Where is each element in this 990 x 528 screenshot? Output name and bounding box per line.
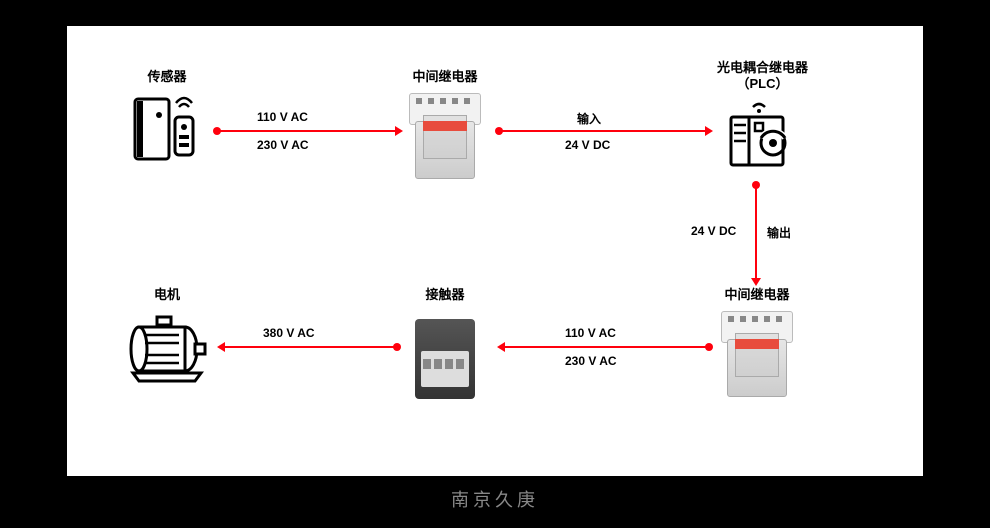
arrow-sensor-relay1-label2: 230 V AC (257, 138, 309, 152)
arrow-relay1-plc-label2: 24 V DC (565, 138, 610, 152)
node-relay2: 中间继电器 (717, 284, 797, 399)
arrow-relay2-contactor-label1: 110 V AC (565, 326, 616, 340)
node-sensor-label: 传感器 (147, 66, 186, 85)
arrow-plc-relay2-label1: 24 V DC (691, 224, 736, 238)
arrow-relay1-plc (499, 130, 707, 132)
arrow-contactor-motor-label1: 380 V AC (263, 326, 315, 340)
relay-icon (405, 91, 485, 181)
node-motor: 电机 (127, 284, 207, 389)
node-contactor-label: 接触器 (425, 284, 464, 303)
node-relay1-label: 中间继电器 (412, 66, 477, 85)
node-plc-label: 光电耦合继电器 （PLC） (717, 60, 808, 91)
node-sensor: 传感器 (127, 66, 207, 171)
arrow-relay2-contactor-label2: 230 V AC (565, 354, 617, 368)
arrow-relay1-plc-label1: 输入 (577, 110, 601, 127)
arrow-contactor-motor (223, 346, 397, 348)
node-motor-label: 电机 (154, 284, 180, 303)
node-contactor: 接触器 (405, 284, 485, 409)
watermark-text: 南京久庚 (451, 486, 539, 512)
contactor-icon (405, 309, 485, 409)
sensor-icon (127, 91, 207, 171)
node-relay1: 中间继电器 (405, 66, 485, 181)
arrow-sensor-relay1-label1: 110 V AC (257, 110, 308, 124)
plc-icon (723, 97, 803, 177)
relay-icon (717, 309, 797, 399)
diagram-canvas: 传感器 中间继电器 光电耦合继电器 （PLC） (67, 26, 923, 476)
arrow-sensor-relay1 (217, 130, 397, 132)
arrow-plc-relay2-label2: 输出 (767, 224, 791, 241)
arrow-relay2-contactor (503, 346, 709, 348)
node-plc: 光电耦合继电器 （PLC） (717, 60, 808, 177)
arrow-plc-relay2 (755, 184, 757, 280)
node-relay2-label: 中间继电器 (724, 284, 789, 303)
motor-icon (127, 309, 207, 389)
